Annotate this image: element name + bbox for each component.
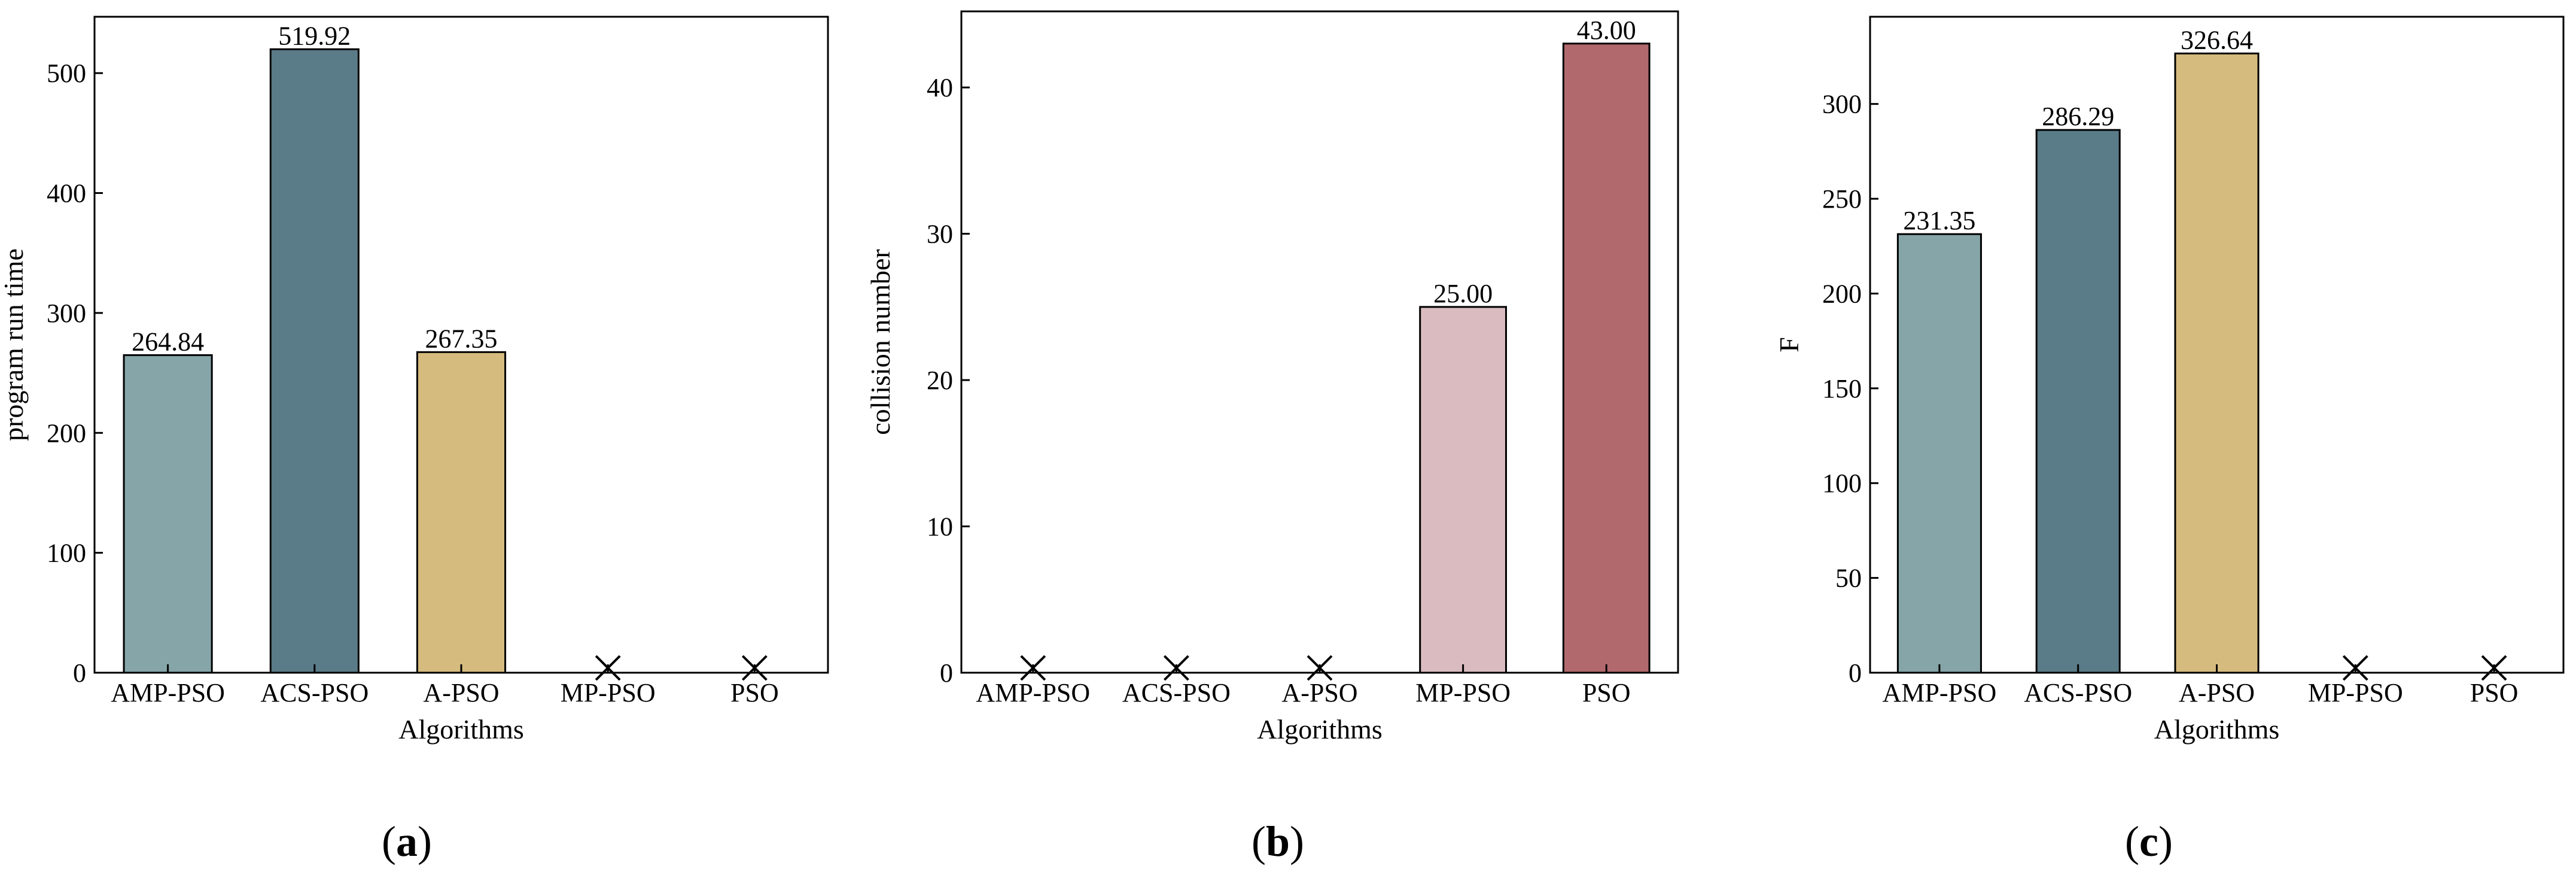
x-tick-label: ACS-PSO [1122,678,1231,707]
x-tick-label: AMP-PSO [111,678,225,707]
y-tick-label: 400 [47,179,86,208]
x-tick-label: A-PSO [2179,678,2255,707]
y-tick-label: 0 [1849,658,1862,688]
data-label-acs-pso: 519.92 [278,21,351,50]
bar-a-pso [416,351,507,674]
y-tick-label: 0 [940,658,953,688]
bar-a-pso [2174,52,2260,674]
y-tick-label: 300 [47,299,86,328]
x-tick-label: A-PSO [1281,678,1357,707]
x-tick-label: MP-PSO [1415,678,1511,707]
bar-amp-pso [1896,233,1982,674]
chart-panel-a: 0 100 200 300 400 500 264.84 AMP-PSO 519.92 ACS-P… [0,16,829,865]
x-tick-label: AMP-PSO [976,678,1090,707]
data-label-a-pso: 326.64 [2181,25,2253,54]
data-label-amp-pso: 264.84 [132,327,204,356]
y-tick-label: 200 [47,418,86,448]
y-tick-label: 200 [1822,279,1862,308]
x-tick-label: ACS-PSO [2024,678,2132,707]
y-tick-label: 30 [927,220,953,249]
x-tick-label: PSO [2470,678,2519,707]
x-tick-label: ACS-PSO [260,678,369,707]
x-tick-label: MP-PSO [2308,678,2403,707]
x-tick-label: AMP-PSO [1883,678,1997,707]
y-tick-label: 100 [1822,469,1862,498]
x-tick-label: MP-PSO [561,678,656,707]
bar-acs-pso [269,48,360,674]
panel-label: (c) [2125,818,2173,865]
y-tick-label: 100 [47,539,86,568]
y-tick-label: 0 [73,658,86,688]
data-label-amp-pso: 231.35 [1903,206,1975,235]
y-axis-label: F [1774,337,1804,353]
x-tick-label: A-PSO [423,678,499,707]
panel-label: (b) [1252,818,1304,865]
x-tick-label: PSO [1582,678,1631,707]
panel-label: (a) [382,818,432,865]
x-axis-label: Algorithms [398,714,524,745]
y-axis-label: collision number [865,249,896,435]
bar-acs-pso [2035,129,2121,674]
axes-frame [1869,16,2565,674]
bar-mp-pso [1419,306,1507,674]
x-tick-label: PSO [730,678,779,707]
chart-panel-b: 0 10 20 30 40 AMP-PSO ACS-PSO A-PSO 25.00 MP-PSO 4… [865,10,1679,865]
x-axis-label: Algorithms [2154,714,2280,745]
data-label-pso: 43.00 [1577,16,1636,45]
axes-frame [93,16,829,674]
y-tick-label: 40 [927,73,953,102]
x-axis-label: Algorithms [1257,714,1383,745]
chart-panel-c: 0 50 100 150 200 250 300 231.35 AMP-PSO 286.29 ACS… [1774,16,2565,865]
data-label-acs-pso: 286.29 [2042,102,2114,131]
y-tick-label: 250 [1822,184,1862,214]
y-tick-label: 20 [927,366,953,395]
data-label-a-pso: 267.35 [425,324,498,353]
y-tick-label: 300 [1822,90,1862,119]
y-tick-label: 50 [1835,564,1862,593]
y-tick-label: 150 [1822,374,1862,403]
bar-pso [1562,42,1651,674]
bar-amp-pso [123,354,213,674]
y-tick-label: 500 [47,59,86,88]
y-axis-label: program run time [0,248,29,441]
axes-frame [960,10,1679,674]
data-label-mp-pso: 25.00 [1433,279,1493,308]
y-tick-label: 10 [927,512,953,542]
